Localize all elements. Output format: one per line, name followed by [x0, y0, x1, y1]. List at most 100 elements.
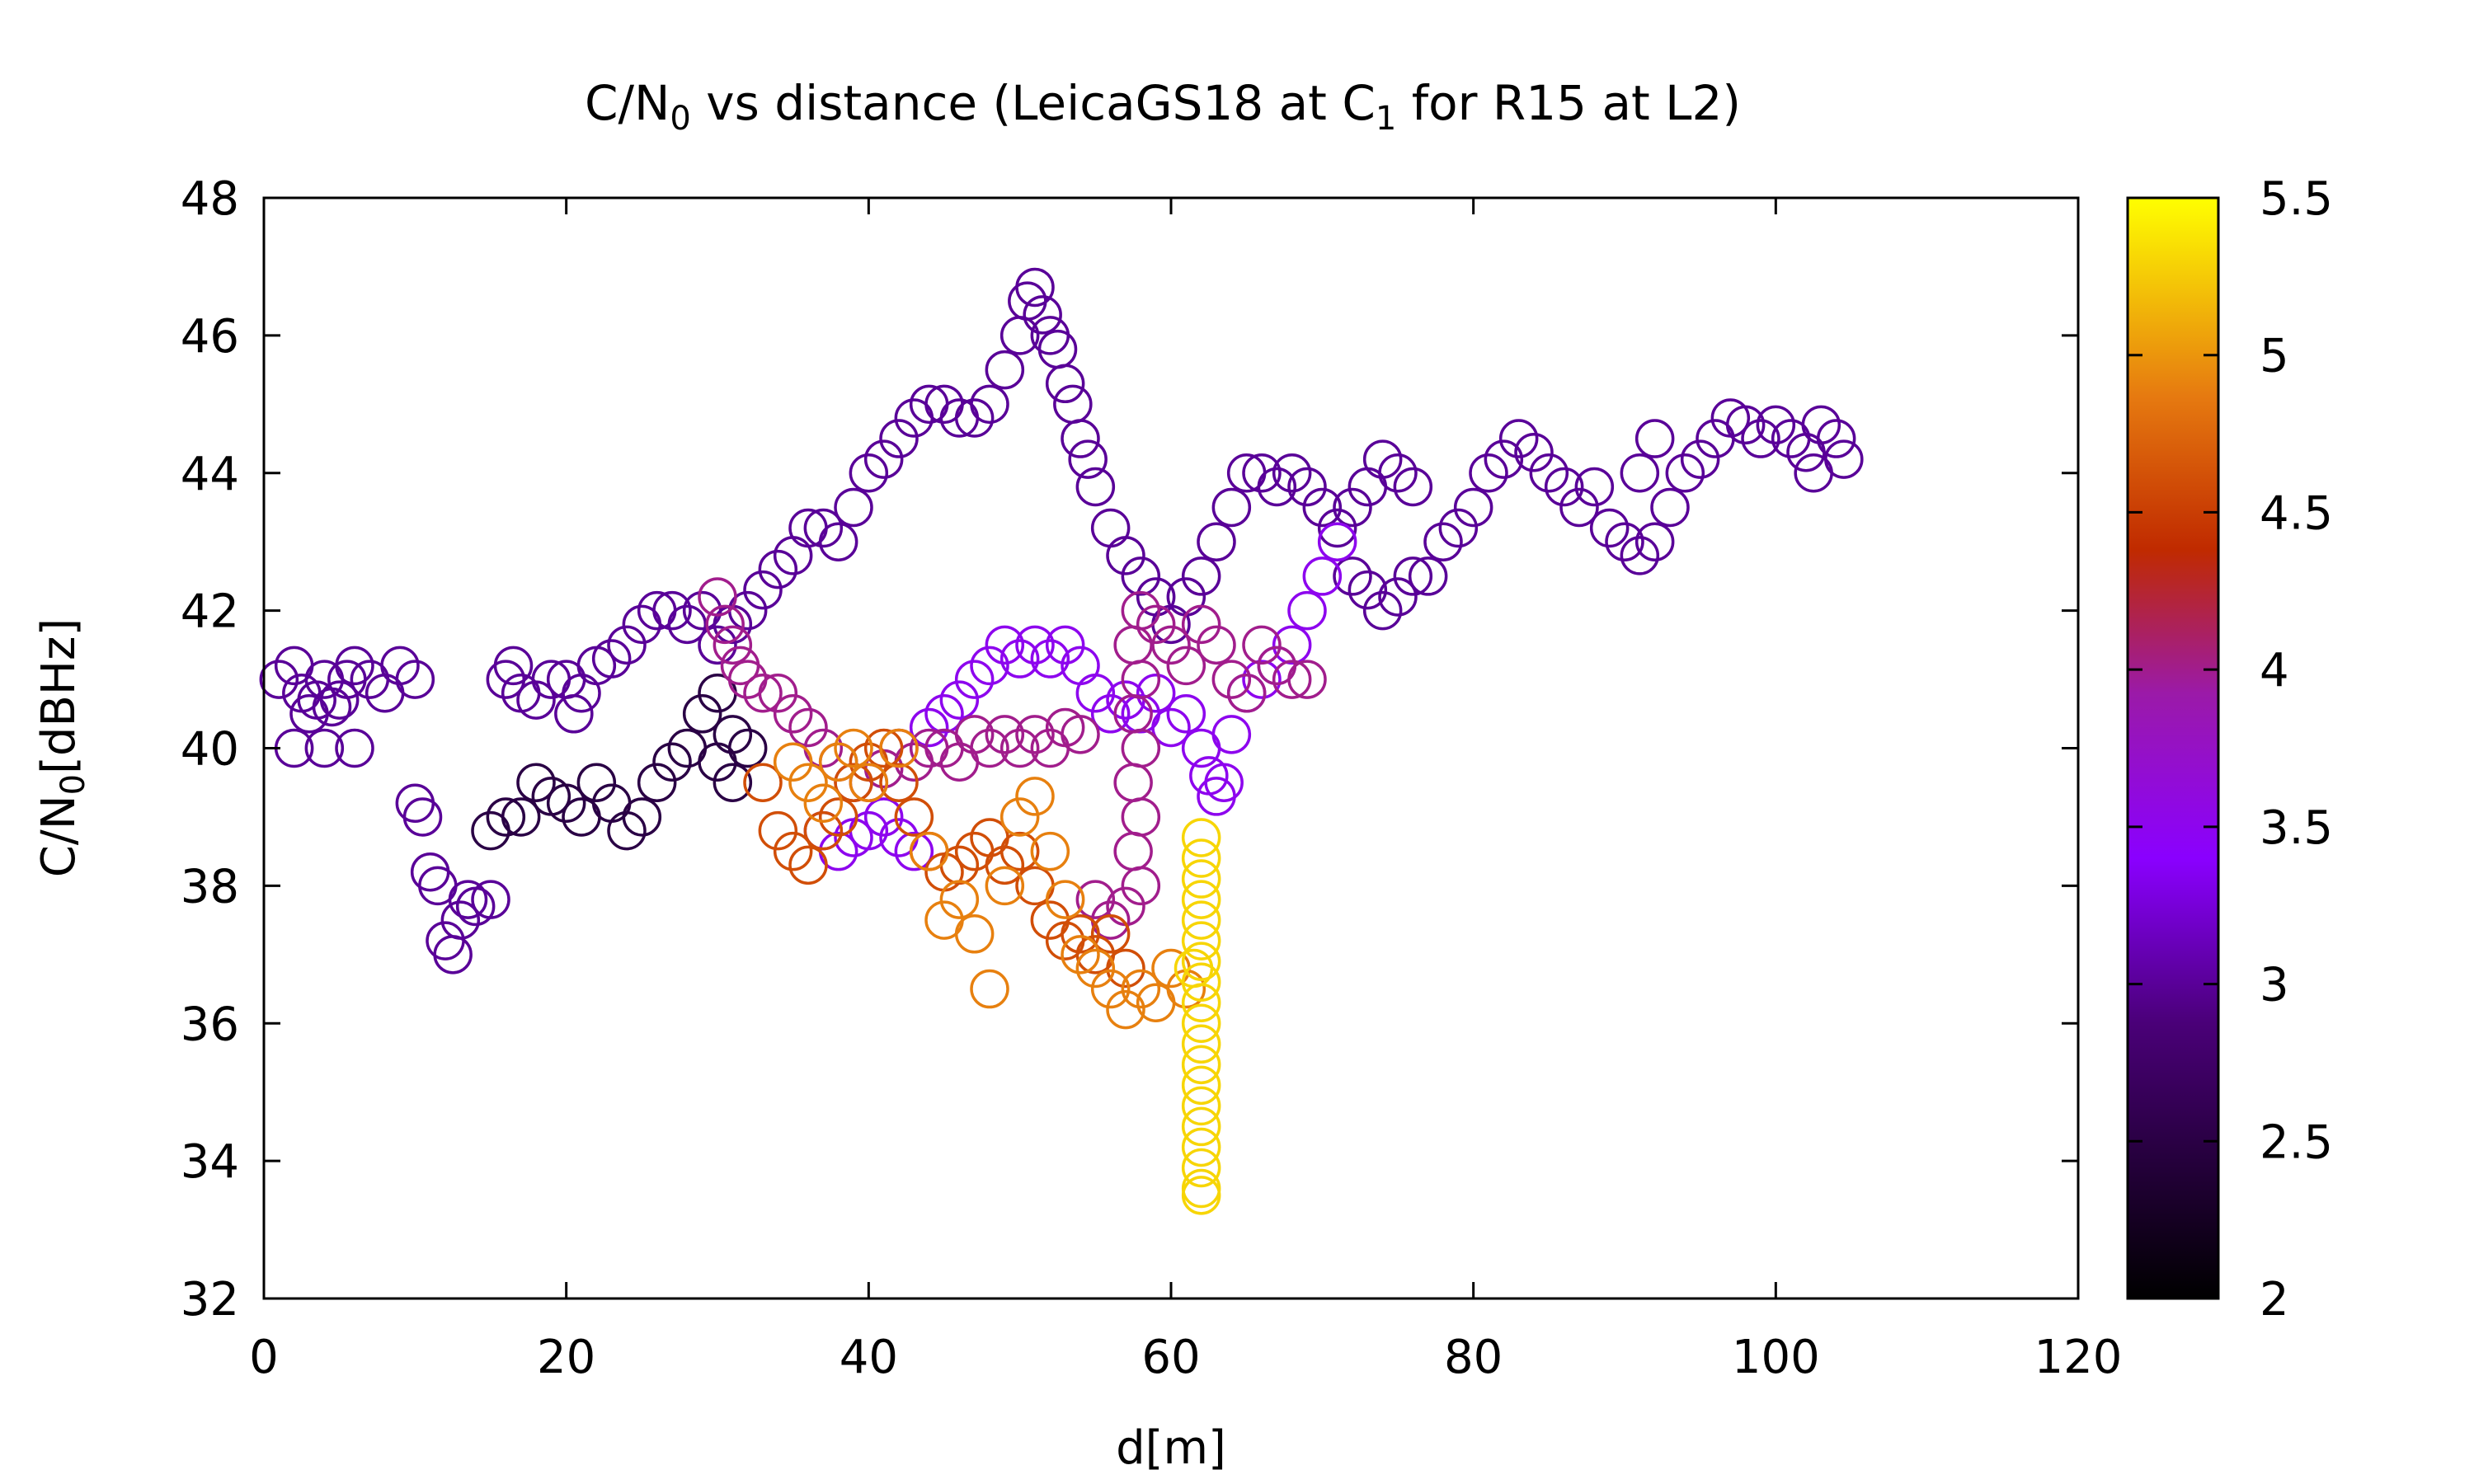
data-points	[259, 267, 1864, 1215]
x-tick-label: 80	[1444, 1331, 1503, 1384]
data-point	[1181, 1176, 1221, 1215]
data-point	[1378, 453, 1418, 493]
data-point	[1090, 508, 1131, 548]
data-point	[1181, 1045, 1221, 1085]
data-point	[1348, 570, 1388, 610]
data-point	[1529, 453, 1569, 493]
colorbar-ticks: 2 2.5 3 3.5 4 4.5 5 5.5	[2128, 172, 2333, 1327]
data-point	[562, 674, 601, 713]
colorbar-tick-label: 3	[2260, 959, 2289, 1012]
data-point	[1181, 1148, 1221, 1188]
data-point	[501, 797, 541, 837]
chart-title: C/N0 vs distance (LeicaGS18 at C1 for R1…	[585, 75, 1741, 138]
data-point	[1756, 405, 1796, 445]
data-point	[1181, 1086, 1221, 1126]
data-point	[433, 935, 473, 974]
data-point	[1121, 556, 1161, 596]
x-tick-label: 40	[840, 1331, 898, 1384]
data-point	[1015, 267, 1055, 308]
data-point	[1166, 646, 1206, 686]
data-point	[1121, 797, 1161, 837]
data-point	[788, 707, 828, 748]
data-point	[1287, 590, 1327, 631]
x-tick-label: 20	[537, 1331, 595, 1384]
data-point	[1242, 660, 1282, 699]
data-point	[652, 590, 692, 631]
data-point	[1181, 880, 1221, 919]
data-point	[440, 900, 481, 940]
x-tick-label: 120	[2034, 1331, 2123, 1384]
data-point	[1211, 487, 1252, 528]
data-point	[879, 419, 919, 458]
y-tick-label: 36	[181, 998, 239, 1051]
data-point	[1484, 439, 1524, 479]
data-point	[304, 728, 345, 768]
data-point	[1090, 694, 1131, 734]
data-point	[1121, 590, 1161, 631]
data-point	[1151, 625, 1191, 665]
data-point	[1824, 439, 1864, 479]
y-tick-label: 34	[181, 1135, 239, 1189]
data-point	[1453, 487, 1493, 528]
data-point	[1061, 715, 1100, 754]
y-tick-label: 46	[181, 310, 239, 364]
data-point	[1197, 522, 1236, 561]
data-point	[985, 845, 1025, 885]
data-point	[637, 763, 677, 802]
data-point	[1174, 948, 1214, 989]
data-point	[1075, 467, 1116, 507]
data-point	[1075, 674, 1116, 713]
data-point	[607, 810, 647, 851]
x-tick-label: 60	[1141, 1331, 1200, 1384]
colorbar-tick-label: 2	[2260, 1273, 2289, 1327]
data-point	[954, 660, 995, 699]
y-axis-label: C/N0[dBHz]	[32, 618, 92, 877]
data-point	[1030, 831, 1070, 871]
data-point	[939, 680, 980, 720]
data-point	[705, 604, 745, 645]
data-point	[894, 797, 934, 837]
data-point	[743, 763, 783, 802]
data-point	[1408, 556, 1448, 596]
data-point	[1514, 432, 1554, 472]
data-point	[1362, 590, 1403, 631]
data-point	[471, 880, 510, 919]
data-point	[1181, 818, 1221, 857]
data-point	[1106, 536, 1145, 575]
y-tick-label: 40	[181, 723, 239, 777]
data-point	[1181, 942, 1221, 981]
data-point	[335, 646, 374, 686]
data-point	[1068, 439, 1108, 479]
data-point	[1181, 838, 1221, 878]
data-point	[1151, 707, 1191, 748]
data-point	[773, 742, 813, 782]
data-point	[1423, 522, 1463, 561]
data-point	[1242, 625, 1282, 665]
data-point	[259, 660, 299, 699]
data-point	[682, 694, 722, 734]
data-point	[667, 604, 708, 645]
data-point	[803, 810, 844, 851]
data-point	[448, 880, 488, 919]
data-point	[985, 625, 1025, 665]
data-point	[1121, 969, 1161, 1009]
colorbar-tick-label: 3.5	[2260, 801, 2333, 855]
y-tick-label: 42	[181, 585, 239, 639]
data-point	[1023, 295, 1062, 335]
data-point	[455, 886, 496, 927]
data-point	[1801, 405, 1841, 445]
data-point	[1015, 625, 1055, 665]
data-point	[493, 646, 534, 686]
data-point	[1181, 1106, 1221, 1147]
colorbar-tick-label: 2.5	[2260, 1115, 2333, 1169]
data-point	[1333, 487, 1372, 528]
data-point	[985, 715, 1025, 754]
data-point	[1090, 969, 1131, 1009]
data-point	[1605, 522, 1644, 561]
data-point	[1075, 948, 1116, 989]
data-point	[319, 680, 360, 720]
data-point	[985, 350, 1025, 390]
data-point	[1090, 914, 1131, 954]
data-point	[1634, 419, 1675, 458]
data-point	[1650, 487, 1690, 528]
